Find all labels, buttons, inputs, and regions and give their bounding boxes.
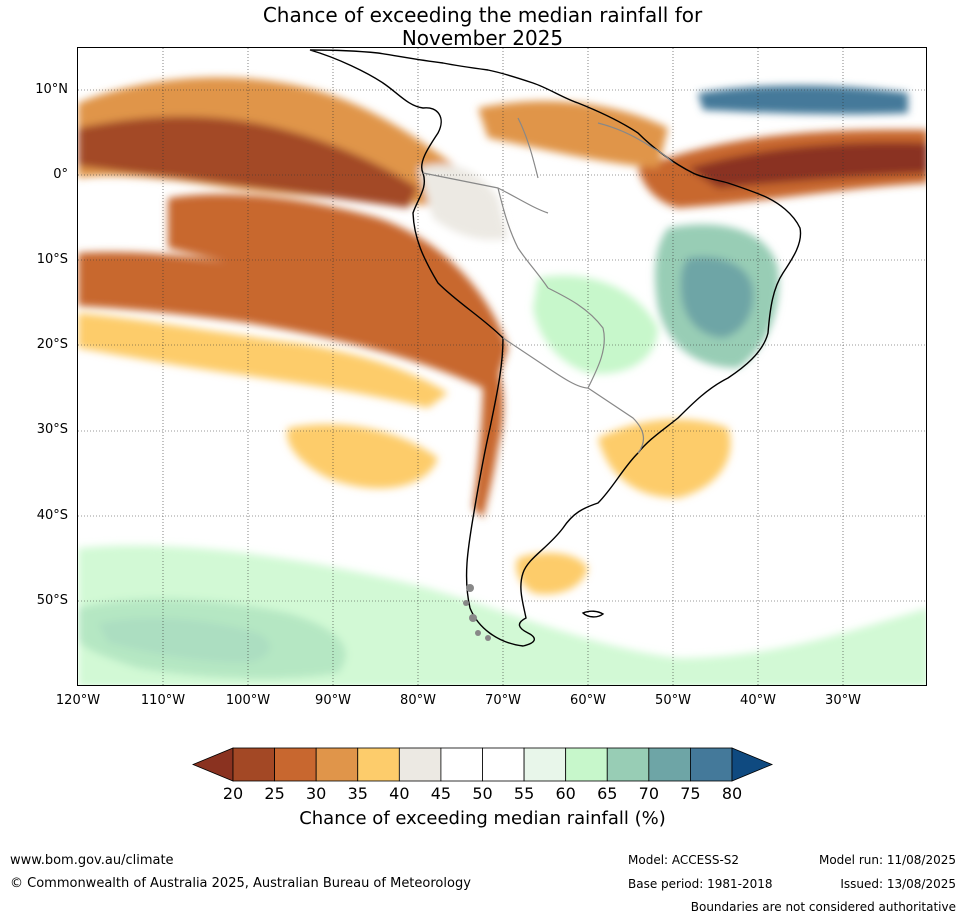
colorbar-cell xyxy=(315,747,359,782)
title-line-1: Chance of exceeding the median rainfall … xyxy=(262,3,703,27)
colorbar-above-arrow xyxy=(731,747,774,782)
colorbar-tick-label: 60 xyxy=(555,784,576,803)
lon-label-80w: 80°W xyxy=(400,693,436,708)
colorbar-cells xyxy=(232,747,733,782)
colorbar-tick-label: 20 xyxy=(222,784,244,803)
colorbar-below-arrow xyxy=(192,747,234,782)
colorbar-cell xyxy=(523,747,567,782)
colorbar-tick-label: 80 xyxy=(721,784,743,803)
lon-label-120w: 120°W xyxy=(55,693,101,708)
graticule xyxy=(78,48,926,685)
falkland-islands xyxy=(581,610,605,618)
country-borders xyxy=(422,117,674,454)
dry-zone-southeast-pacific xyxy=(287,424,438,489)
dry-zone-patagonia xyxy=(516,552,588,595)
colorbar-cell xyxy=(440,747,483,782)
colorbar-cell xyxy=(357,747,400,782)
lon-label-50w: 50°W xyxy=(655,693,691,708)
wet-zone-green-south xyxy=(78,545,926,685)
colorbar-tick-label: 50 xyxy=(472,784,493,803)
colorbar-tick-label: 65 xyxy=(597,784,618,803)
colorbar-cell xyxy=(398,747,442,782)
colorbar-tick-label: 45 xyxy=(430,784,452,803)
colorbar-cell xyxy=(274,747,317,782)
lon-label-90w: 90°W xyxy=(315,693,351,708)
model-text: Model: ACCESS-S2 xyxy=(628,853,740,867)
colorbar xyxy=(192,747,774,782)
colorbar-tick-label: 30 xyxy=(305,784,327,803)
lon-label-70w: 70°W xyxy=(485,693,521,708)
colorbar-cell xyxy=(606,747,650,782)
title-line-2: November 2025 xyxy=(401,26,564,50)
model-run-text: Model run: 11/08/2025 xyxy=(818,853,956,867)
map-canvas xyxy=(78,48,926,685)
colorbar-tick-label: 55 xyxy=(513,784,535,803)
colorbar-cell xyxy=(482,747,525,782)
dry-zone-n-brazil xyxy=(478,100,668,168)
lon-label-110w: 110°W xyxy=(140,693,186,708)
dry-zone-argentina xyxy=(598,419,731,498)
colorbar-tick-label: 35 xyxy=(347,784,368,803)
dry-zone-south-pacific xyxy=(78,252,498,388)
map-title: Chance of exceeding the median rainfall … xyxy=(0,4,965,50)
website-link[interactable]: www.bom.gov.au/climate xyxy=(10,853,174,868)
colorbar-cell xyxy=(232,747,275,782)
wet-zone-atlantic-north xyxy=(698,85,908,115)
probability-fields xyxy=(78,77,926,685)
lon-label-100w: 100°W xyxy=(225,693,271,708)
copyright-text: © Commonwealth of Australia 2025, Austra… xyxy=(10,876,471,891)
patagonia-islands xyxy=(463,584,491,641)
lon-label-60w: 60°W xyxy=(570,693,606,708)
lon-label-40w: 40°W xyxy=(740,693,776,708)
colorbar-cell xyxy=(565,747,608,782)
base-period-text: Base period: 1981-2018 xyxy=(628,877,773,891)
lat-label-40s: 40°S xyxy=(36,508,68,523)
lon-label-30w: 30°W xyxy=(825,693,861,708)
colorbar-tick-label: 70 xyxy=(638,784,660,803)
issued-text: Issued: 13/08/2025 xyxy=(840,877,956,891)
lat-label-50s: 50°S xyxy=(36,593,68,608)
colorbar-cell xyxy=(690,747,733,782)
neutral-zone-andes xyxy=(418,164,508,240)
wet-zone-central-sa xyxy=(533,275,658,374)
lat-label-0: 0° xyxy=(53,167,68,182)
dry-zone-atlantic-core xyxy=(688,142,926,188)
rainfall-map xyxy=(77,47,927,686)
lat-label-20s: 20°S xyxy=(36,337,68,352)
dry-zone-sp-edge xyxy=(78,313,448,408)
colorbar-label: Chance of exceeding median rainfall (%) xyxy=(299,808,666,829)
disclaimer-text: Boundaries are not considered authoritat… xyxy=(690,900,956,914)
lat-label-10s: 10°S xyxy=(36,252,68,267)
colorbar-tick-label: 40 xyxy=(389,784,410,803)
colorbar-tick-label: 75 xyxy=(680,784,701,803)
wet-zone-brazil-core xyxy=(680,256,754,338)
colorbar-tick-label: 25 xyxy=(264,784,285,803)
lat-label-30s: 30°S xyxy=(36,422,68,437)
south-america-coastline xyxy=(309,49,802,647)
colorbar-cell xyxy=(648,747,691,782)
lat-label-10n: 10°N xyxy=(35,82,68,97)
